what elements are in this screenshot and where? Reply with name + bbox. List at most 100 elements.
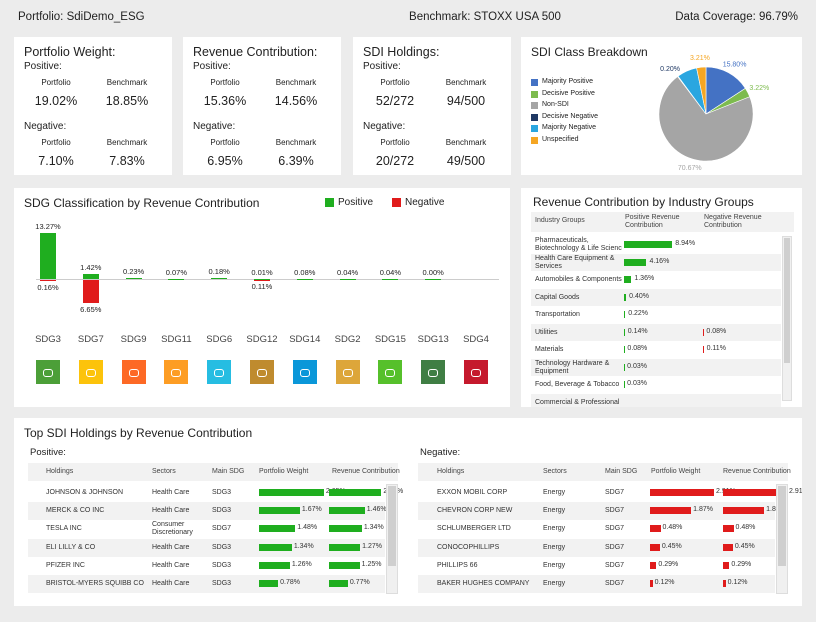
section-label: Positive: bbox=[30, 447, 66, 458]
chart-title: SDG Classification by Revenue Contributi… bbox=[24, 196, 260, 210]
category-label: SDG3 bbox=[35, 334, 61, 345]
holdings-card: Top SDI Holdings by Revenue Contribution… bbox=[14, 418, 802, 606]
bar-label: 0.22% bbox=[628, 310, 649, 317]
legend-label: Unspecified bbox=[542, 135, 579, 143]
bar-label: 0.29% bbox=[731, 560, 752, 568]
bar-label: 1.34% bbox=[363, 524, 384, 532]
kpi-value: 7.83% bbox=[109, 154, 145, 168]
column-header: Portfolio Weight bbox=[651, 468, 701, 475]
kpi-value: 15.36% bbox=[203, 94, 247, 108]
sdg-icon-glyph bbox=[43, 369, 53, 377]
holding-name: PHILLIPS 66 bbox=[437, 561, 478, 569]
bar-label: 0.48% bbox=[662, 524, 683, 532]
bar bbox=[254, 278, 270, 280]
sdg-icon bbox=[78, 360, 103, 384]
slice-label: 3.21% bbox=[690, 55, 710, 62]
column-header: Main SDG bbox=[212, 468, 245, 475]
industry-group: Automobiles & Components bbox=[535, 276, 622, 283]
bar bbox=[624, 346, 625, 353]
bar bbox=[425, 279, 442, 280]
cell: Health Care bbox=[152, 580, 190, 587]
row-stripe bbox=[28, 538, 385, 557]
bar-label: 0.29% bbox=[658, 560, 679, 568]
category-label: SDG2 bbox=[334, 334, 361, 345]
bar-label: 0.78% bbox=[280, 579, 300, 586]
kpi-card: Revenue Contribution: Positive: Portfolio 1… bbox=[183, 37, 341, 175]
section-label: Positive: bbox=[363, 61, 401, 72]
bar-label: 0.03% bbox=[627, 362, 648, 370]
value-label: 0.00% bbox=[422, 268, 444, 277]
cell: Health Care bbox=[152, 561, 190, 569]
sdg-icon-glyph bbox=[428, 369, 439, 377]
sdg-icon-glyph bbox=[214, 369, 225, 377]
cell: SDG3 bbox=[212, 489, 232, 496]
industry-group: Health Care Equipment & Services bbox=[535, 254, 615, 270]
bar-label: 0.08% bbox=[706, 327, 727, 335]
bar bbox=[723, 561, 730, 569]
section-label: Negative: bbox=[193, 121, 236, 132]
category-label: SDG11 bbox=[161, 334, 192, 345]
industry-group: Commercial & Professional bbox=[535, 398, 620, 406]
column-header: Benchmark bbox=[275, 138, 317, 147]
header-row bbox=[531, 212, 794, 232]
bar bbox=[259, 525, 296, 533]
holding-name: MERCK & CO INC bbox=[46, 507, 105, 515]
cell: SDG3 bbox=[212, 561, 232, 569]
category-label: SDG7 bbox=[77, 334, 104, 345]
sdg-icon-glyph bbox=[257, 369, 267, 377]
scroll-thumb bbox=[778, 486, 786, 566]
sdg-icon bbox=[250, 360, 274, 384]
bar-label: 1.46% bbox=[366, 506, 387, 514]
section-label: Negative: bbox=[24, 121, 67, 132]
scroll-thumb bbox=[388, 486, 396, 566]
section-label: Negative: bbox=[420, 447, 461, 458]
cell: Energy bbox=[543, 525, 566, 533]
column-header: Holdings bbox=[46, 468, 74, 475]
column-header: Benchmark bbox=[106, 78, 148, 87]
bar-label: 0.48% bbox=[735, 524, 756, 532]
legend-swatch bbox=[531, 102, 538, 109]
sdg-icon bbox=[36, 360, 60, 384]
slice-label: 3.22% bbox=[749, 85, 769, 92]
kpi-value: 6.39% bbox=[278, 154, 314, 168]
category-label: SDG13 bbox=[417, 334, 449, 345]
portfolio-name: Portfolio: SdiDemo_ESG bbox=[18, 11, 145, 23]
holding-name: SCHLUMBERGER LTD bbox=[437, 525, 511, 533]
legend-label: Decisive Negative bbox=[542, 112, 599, 120]
bar bbox=[624, 311, 626, 318]
value-label: 0.23% bbox=[122, 267, 145, 277]
table-title: Top SDI Holdings by Revenue Contribution bbox=[24, 426, 253, 440]
column-header: Benchmark bbox=[275, 78, 317, 87]
bar-label: 2.91% bbox=[789, 488, 802, 495]
pie: 15.80% 3.22% 70.67% 0.20% 3.21% bbox=[658, 55, 769, 172]
bar-label: 1.34% bbox=[293, 542, 314, 550]
holding-name: ELI LILLY & CO bbox=[46, 543, 96, 551]
card-title: Revenue Contribution: bbox=[193, 45, 318, 59]
slice-label: 15.80% bbox=[723, 62, 747, 69]
slice-label: 0.20% bbox=[660, 66, 680, 73]
bar bbox=[723, 507, 765, 515]
bar bbox=[254, 280, 270, 281]
bar bbox=[40, 280, 56, 281]
table-title: Revenue Contribution by Industry Groups bbox=[533, 195, 754, 209]
card-title: Portfolio Weight: bbox=[24, 45, 116, 59]
bar bbox=[624, 258, 647, 266]
kpi-card: Portfolio Weight: Positive: Portfolio 19.02… bbox=[14, 37, 172, 175]
bar bbox=[624, 241, 673, 248]
value-label: 0.18% bbox=[208, 267, 230, 277]
bar bbox=[329, 543, 361, 551]
bar bbox=[259, 543, 292, 551]
bar bbox=[624, 293, 627, 301]
bar bbox=[650, 489, 715, 496]
sdg-icon bbox=[164, 360, 189, 384]
pie-card: SDI Class Breakdown Majority Positive Deci… bbox=[521, 37, 802, 175]
bar-label: 0.12% bbox=[654, 579, 675, 586]
bar bbox=[339, 278, 356, 280]
kpi-value: 18.85% bbox=[105, 94, 149, 108]
bar bbox=[82, 280, 99, 304]
bar bbox=[723, 525, 734, 533]
value-label: 0.11% bbox=[251, 282, 273, 292]
bar bbox=[650, 580, 653, 587]
value-label: 1.42% bbox=[80, 263, 102, 273]
legend-swatch bbox=[531, 136, 538, 144]
